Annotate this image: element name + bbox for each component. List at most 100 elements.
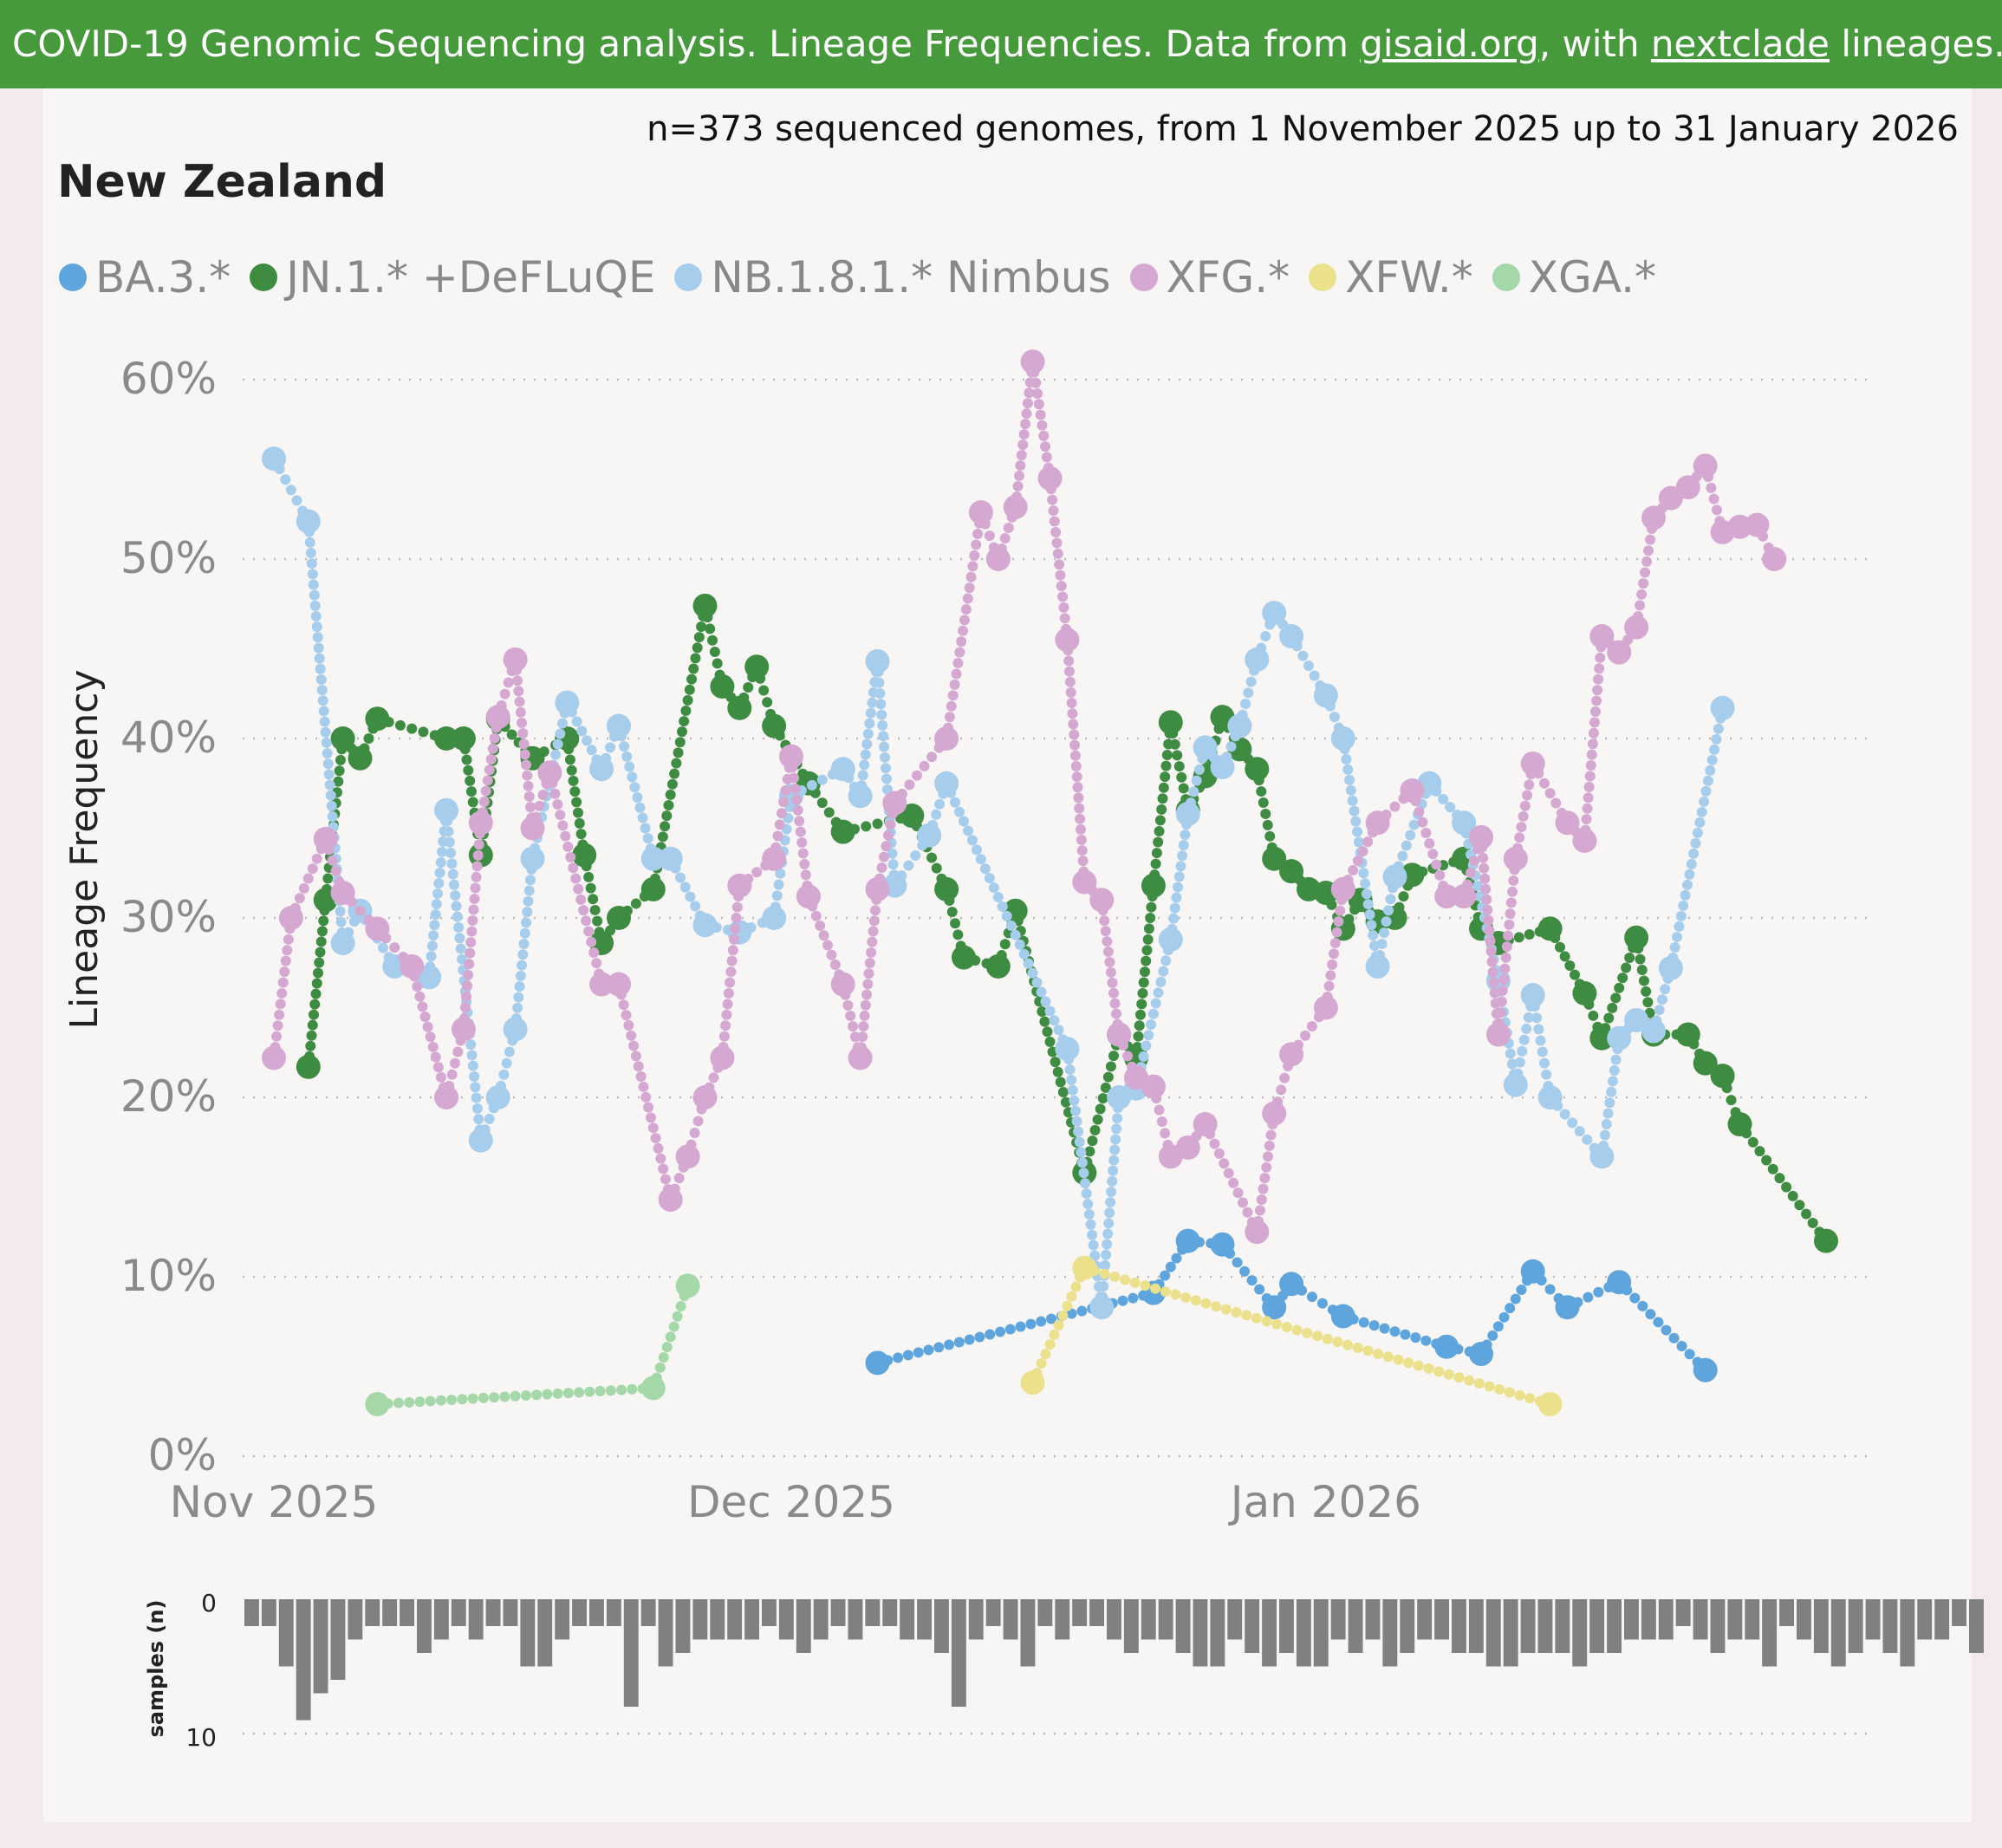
series-dot	[1138, 1051, 1149, 1062]
series-dot	[1328, 948, 1339, 960]
series-dot	[446, 1069, 458, 1080]
data-point	[1624, 925, 1649, 950]
series-dot	[638, 1081, 649, 1092]
series-dot	[862, 728, 874, 739]
series-dot	[1076, 835, 1087, 845]
series-dot	[1261, 1316, 1272, 1327]
series-dot	[1761, 1155, 1772, 1166]
series-dot	[1099, 1268, 1110, 1279]
series-dot	[1040, 1349, 1051, 1360]
data-point	[400, 953, 425, 979]
legend-item-xga[interactable]: XGA.*	[1492, 252, 1656, 303]
sample-bar	[1452, 1599, 1466, 1653]
series-dot	[1260, 808, 1271, 819]
series-dot	[1420, 827, 1432, 838]
series-dot	[1486, 956, 1498, 967]
series-dot	[1279, 1072, 1290, 1083]
gisaid-link[interactable]: gisaid.org	[1360, 23, 1539, 65]
series-dot	[647, 1122, 659, 1134]
series-dot	[949, 679, 960, 690]
sample-bar	[968, 1599, 984, 1640]
series-dot	[1466, 867, 1477, 878]
nextclade-link[interactable]: nextclade	[1650, 23, 1830, 65]
series-dot	[959, 615, 970, 626]
y-tick-label: 50%	[120, 533, 217, 583]
series-dot	[1564, 960, 1576, 972]
series-dot	[1327, 959, 1338, 970]
series-dot	[718, 1031, 730, 1042]
series-dot	[1040, 996, 1051, 1007]
series-dot	[1262, 1151, 1273, 1162]
data-point	[1193, 735, 1218, 760]
series-dot	[514, 981, 525, 992]
data-point	[640, 1376, 666, 1401]
series-dot	[1099, 915, 1110, 927]
series-dot	[1168, 913, 1180, 924]
sample-bar	[623, 1599, 639, 1707]
series-dot	[556, 718, 568, 729]
series-dot	[751, 867, 763, 878]
sample-bar	[1348, 1599, 1363, 1653]
series-dot	[660, 1174, 672, 1185]
series-dot	[1158, 782, 1169, 793]
series-dot	[663, 799, 674, 810]
series-dot	[1635, 600, 1646, 611]
series-dot	[1352, 1342, 1363, 1353]
series-dot	[314, 957, 325, 968]
series-dot	[999, 939, 1011, 950]
series-dot	[449, 1057, 460, 1069]
series-dot	[1496, 996, 1507, 1007]
series-dot	[868, 915, 880, 927]
data-point	[1279, 1272, 1304, 1297]
series-dot	[731, 913, 742, 923]
legend-item-xfw[interactable]: XFW.*	[1309, 252, 1473, 303]
series-dot	[1173, 882, 1184, 893]
series-dot	[1173, 871, 1185, 882]
sample-bar	[917, 1599, 932, 1640]
series-dot	[1588, 727, 1599, 739]
series-dot	[432, 1062, 444, 1073]
legend-item-nb-1-8-1[interactable]: NB.1.8.1.* Nimbus	[674, 252, 1111, 303]
series-dot	[1044, 1338, 1056, 1350]
series-dot	[1309, 670, 1320, 681]
data-point	[1330, 726, 1355, 751]
legend-item-xfg[interactable]: XFG.*	[1129, 252, 1290, 303]
series-dot	[1533, 1024, 1544, 1035]
series-dot	[465, 937, 477, 948]
series-dot	[1431, 859, 1442, 870]
series-dot	[1068, 719, 1079, 730]
series-xga	[365, 1273, 700, 1416]
series-dot	[498, 1069, 510, 1080]
series-dot	[433, 878, 445, 889]
series-dot	[845, 1010, 856, 1021]
data-point	[1400, 778, 1425, 804]
series-dot	[1582, 1134, 1593, 1145]
series-dot	[1353, 836, 1364, 848]
series-dot	[465, 775, 476, 786]
series-dot	[513, 992, 524, 1003]
series-dot	[523, 791, 535, 803]
series-dot	[461, 754, 472, 765]
series-dot	[966, 835, 978, 846]
series-dot	[1711, 504, 1722, 516]
series-dot	[673, 747, 684, 758]
series-dot	[555, 810, 566, 821]
series-dot	[473, 839, 484, 850]
y-tick-label: 60%	[120, 354, 217, 404]
series-dot	[1601, 1119, 1612, 1130]
series-dot	[1323, 980, 1335, 992]
series-dot	[478, 796, 490, 807]
series-dot	[1060, 1096, 1071, 1108]
series-dot	[931, 809, 942, 820]
data-point	[1520, 751, 1545, 776]
sample-bar	[1693, 1599, 1708, 1640]
legend-item-jn-1[interactable]: JN.1.* +DeFLuQE	[250, 252, 655, 303]
series-dot	[860, 749, 871, 760]
series-dot	[1108, 1165, 1119, 1176]
series-dot	[1049, 1015, 1060, 1026]
series-dot	[1345, 784, 1356, 796]
series-dot	[661, 1342, 673, 1353]
legend-item-ba-3[interactable]: BA.3.*	[59, 252, 231, 303]
series-dot	[1747, 1136, 1758, 1148]
series-dot	[870, 905, 881, 916]
